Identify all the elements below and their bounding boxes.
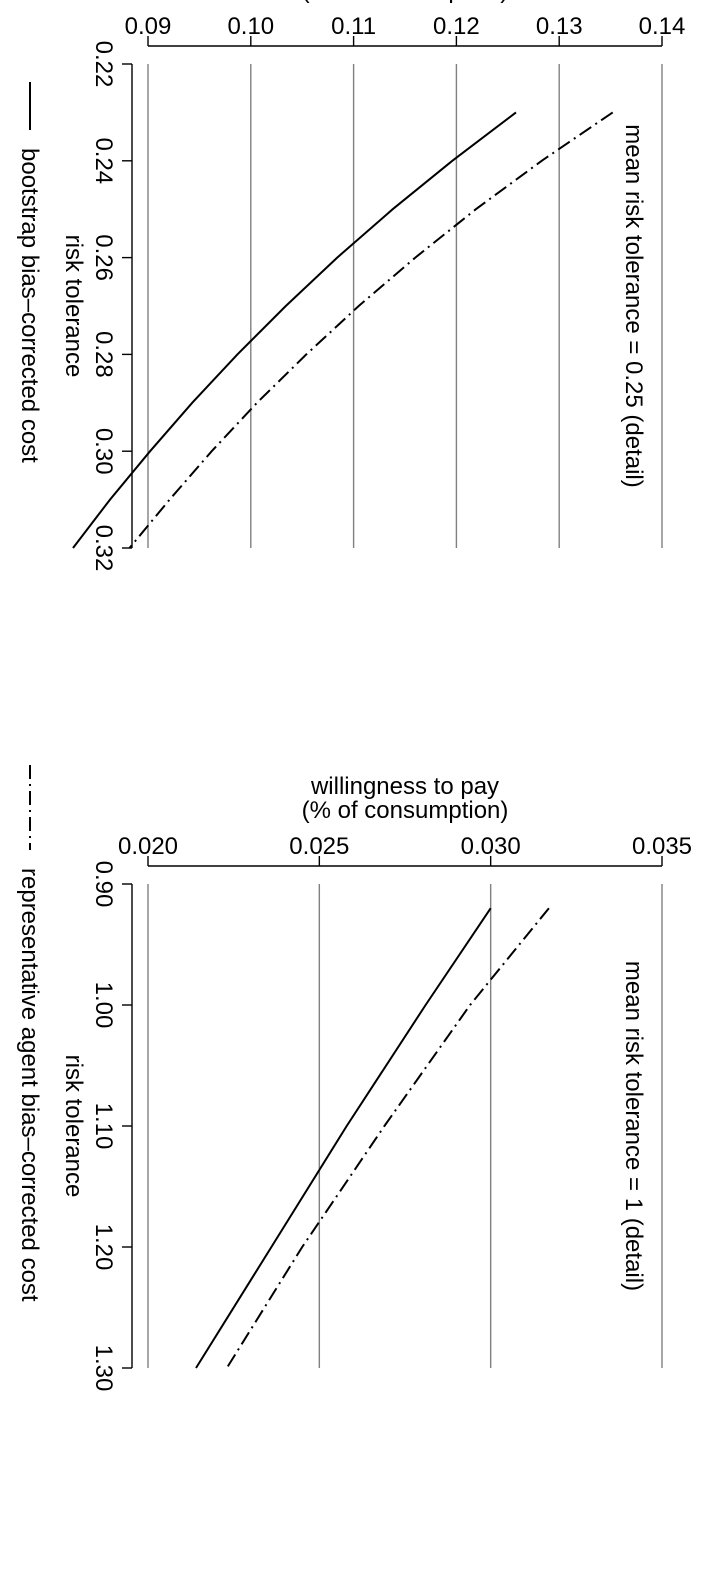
legend-label-0: bootstrap bias–corrected cost	[16, 148, 43, 463]
y-tick-label-0: 0.09	[125, 13, 172, 40]
y-tick-label-2: 0.030	[461, 833, 521, 860]
y-tick-label-2: 0.11	[331, 13, 376, 40]
figure-rotated: 0.09 0.10 0.11 0.12 0.13 0.14 0.22 0.24 0.26 0.28…	[16, 0, 692, 1391]
y-tick-label-3: 0.035	[632, 833, 692, 860]
y-axis-label-line1: willingness to pay	[310, 773, 499, 800]
x-tick-label-5: 0.32	[90, 525, 117, 572]
legend-label-1: representative agent bias–corrected cost	[16, 868, 43, 1302]
y-tick-label-5: 0.14	[639, 13, 686, 40]
panel-mean-risk-tolerance-0-25: 0.09 0.10 0.11 0.12 0.13 0.14 0.22 0.24 0.26 0.28…	[60, 0, 685, 571]
y-tick-label-1: 0.10	[227, 13, 274, 40]
chart-title: mean risk tolerance = 0.25 (detail)	[620, 124, 647, 488]
x-tick-label-0: 0.22	[90, 41, 117, 88]
y-tick-label-4: 0.13	[536, 13, 583, 40]
y-axis-label-line2: (% of consumption)	[302, 0, 509, 4]
x-tick-label-1: 1.00	[90, 982, 117, 1029]
y-tick-label-1: 0.025	[289, 833, 349, 860]
x-tick-label-0: 0.90	[90, 861, 117, 908]
x-tick-label-4: 1.30	[90, 1345, 117, 1392]
x-tick-label-2: 0.26	[90, 234, 117, 281]
x-tick-label-1: 0.24	[90, 137, 117, 184]
panel-mean-risk-tolerance-1: 0.020 0.025 0.030 0.035 0.90 1.00 1.10 1.20 1.30…	[60, 773, 692, 1391]
legend: bootstrap bias–corrected cost representat…	[16, 82, 43, 1302]
x-axis-label: risk tolerance	[60, 1055, 87, 1198]
x-tick-label-4: 0.30	[90, 428, 117, 475]
x-tick-label-3: 1.20	[90, 1224, 117, 1271]
x-tick-label-2: 1.10	[90, 1103, 117, 1150]
series-line-0	[72, 111, 517, 549]
series-line-1	[128, 111, 614, 549]
series-line-0	[195, 907, 492, 1369]
chart-title: mean risk tolerance = 1 (detail)	[620, 961, 647, 1291]
y-tick-label-0: 0.020	[118, 833, 178, 860]
y-tick-label-3: 0.12	[433, 13, 480, 40]
series-line-1	[225, 907, 550, 1369]
x-axis-label: risk tolerance	[60, 235, 87, 378]
x-tick-label-3: 0.28	[90, 331, 117, 378]
y-axis-label-line2: (% of consumption)	[302, 797, 509, 824]
